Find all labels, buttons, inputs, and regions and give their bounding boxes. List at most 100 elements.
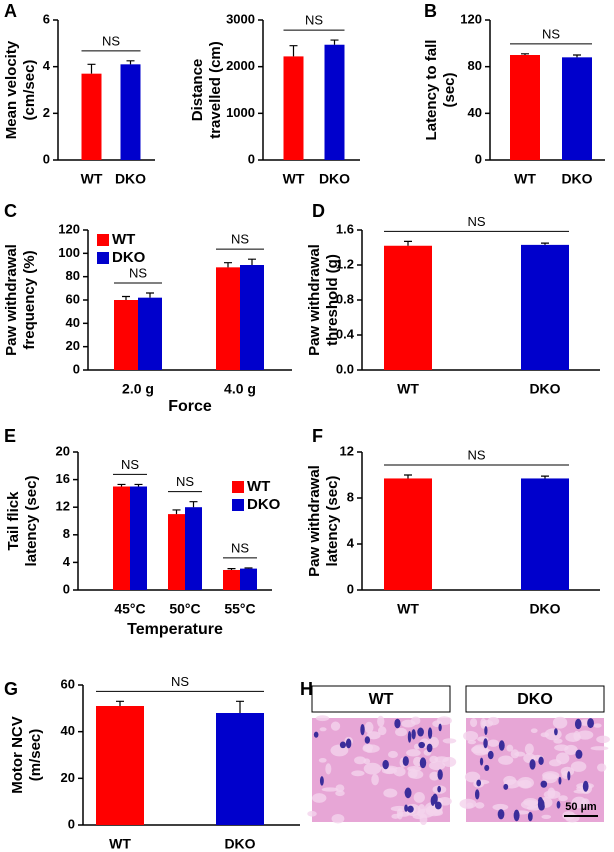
tissue-fiber (564, 744, 578, 755)
panel-label: A (4, 1, 17, 21)
nucleus (484, 726, 488, 736)
bar (240, 568, 257, 590)
nucleus (407, 730, 412, 743)
bar (113, 486, 130, 590)
y-tick-label: 60 (61, 676, 75, 691)
nucleus (339, 741, 347, 749)
annotation: NS (171, 674, 189, 689)
tissue-fiber (442, 738, 457, 744)
tissue-fiber (518, 780, 526, 787)
nucleus (582, 780, 589, 792)
bar (240, 265, 264, 370)
tissue-fiber (335, 790, 345, 797)
y-tick-label: 0 (63, 581, 70, 596)
nucleus (404, 804, 408, 812)
tissue-fiber (428, 761, 446, 771)
y-tick-label: 0 (248, 151, 255, 166)
tissue-fiber (475, 802, 485, 809)
tissue-fiber (558, 795, 568, 802)
y-tick-label: 60 (66, 291, 80, 306)
error-bar (330, 39, 339, 45)
annotation: NS (542, 26, 560, 41)
legend-swatch (97, 234, 109, 246)
nucleus (360, 723, 365, 736)
y-tick-label: 80 (468, 58, 482, 73)
bar (138, 297, 162, 370)
annotation: NS (231, 232, 249, 247)
nucleus (402, 756, 409, 767)
tissue-fiber (520, 799, 539, 810)
nucleus (479, 757, 484, 766)
error-bar (541, 475, 549, 479)
bar (168, 514, 185, 590)
tissue-fiber (366, 731, 381, 740)
nucleus (437, 769, 443, 780)
tissue-fiber (406, 749, 421, 757)
nucleus (540, 780, 548, 788)
y-tick-label: 4 (43, 58, 51, 73)
y-tick-label: 6 (43, 11, 50, 26)
nucleus (498, 740, 505, 751)
nucleus (313, 731, 319, 738)
nucleus (364, 736, 371, 744)
nucleus (574, 718, 582, 730)
tissue-fiber (514, 751, 526, 757)
bar (130, 486, 147, 590)
tissue-fiber (552, 716, 568, 729)
tissue-fiber (570, 761, 587, 772)
tissue-fiber (590, 746, 609, 751)
y-axis-label: (cm/sec) (21, 60, 38, 121)
panel-label: C (4, 201, 17, 221)
scale-bar-label: 50 µm (565, 801, 597, 813)
y-tick-label: 0.8 (336, 291, 354, 306)
nucleus (437, 785, 442, 793)
tissue-fiber (464, 771, 481, 783)
tissue-fiber (470, 718, 478, 728)
tissue-fiber (413, 756, 423, 767)
error-bar (404, 240, 412, 246)
tissue-fiber (544, 728, 562, 741)
y-tick-label: 20 (66, 338, 80, 353)
panel-label: G (4, 679, 18, 699)
legend-swatch (232, 499, 244, 511)
bar (96, 706, 144, 825)
tissue-fiber (471, 746, 485, 754)
x-axis-label: Force (168, 398, 212, 415)
y-axis-label: Mean velocity (3, 40, 20, 139)
y-tick-label: 120 (58, 221, 80, 236)
tissue-fiber (547, 787, 556, 799)
y-tick-label: 20 (56, 443, 70, 458)
tissue-fiber (388, 750, 398, 759)
y-axis-label: travelled (cm) (207, 41, 224, 139)
legend-label: DKO (247, 496, 281, 513)
nucleus (575, 749, 583, 759)
y-tick-label: 20 (61, 770, 75, 785)
tissue-fiber (541, 814, 552, 820)
x-tick-label: 2.0 g (122, 381, 154, 397)
tissue-fiber (530, 728, 538, 733)
x-tick-label: WT (109, 836, 131, 852)
legend-label: DKO (112, 249, 146, 266)
tissue-fiber (363, 762, 382, 775)
y-tick-label: 80 (66, 268, 80, 283)
annotation: NS (129, 265, 147, 280)
error-bar (521, 53, 529, 55)
bar (521, 478, 569, 590)
y-axis-label: Paw withdrawal (306, 465, 323, 577)
panel-label: D (312, 201, 325, 221)
bar (216, 267, 240, 370)
nucleus (434, 801, 442, 810)
nucleus (426, 743, 433, 753)
legend-swatch (97, 252, 109, 264)
tissue-fiber (429, 755, 439, 764)
y-tick-label: 40 (61, 723, 75, 738)
y-axis-label: Latency to fall (423, 40, 440, 141)
tissue-fiber (596, 735, 610, 744)
tissue-fiber (524, 743, 534, 755)
bar (562, 57, 592, 161)
nucleus (513, 809, 520, 822)
y-tick-label: 3000 (226, 11, 255, 26)
nucleus (554, 728, 558, 736)
nucleus (430, 795, 436, 806)
